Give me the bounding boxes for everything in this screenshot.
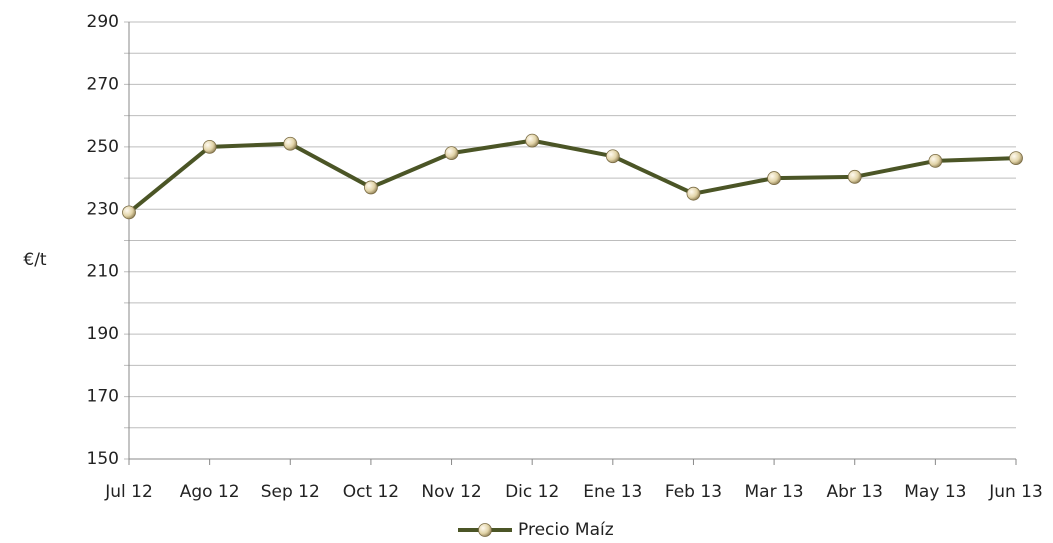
y-tick-label: 230	[87, 199, 119, 219]
point	[767, 171, 781, 185]
y-tick-label: 250	[87, 137, 119, 157]
y-tick-label: 150	[87, 449, 119, 469]
point	[283, 136, 298, 151]
legend-label: Precio Maíz	[518, 520, 614, 540]
x-tick-label: Feb 13	[665, 482, 722, 502]
point	[444, 146, 459, 161]
y-axis-label: €/t	[23, 250, 47, 270]
x-tick-label: Jul 12	[104, 482, 153, 502]
y-tick-label: 290	[87, 12, 119, 32]
point	[1009, 151, 1023, 165]
y-tick-label: 210	[87, 262, 119, 282]
x-tick-label: Mar 13	[745, 482, 804, 502]
x-tick-label: Sep 12	[261, 482, 320, 502]
x-tick-label: Oct 12	[343, 482, 399, 502]
point	[686, 186, 701, 201]
x-tick-label: Abr 13	[827, 482, 883, 502]
point	[202, 139, 217, 154]
x-tick-label: May 13	[904, 482, 966, 502]
x-tick-label: Nov 12	[421, 482, 481, 502]
point	[928, 154, 943, 168]
point	[122, 205, 136, 220]
x-tick-label: Ago 12	[180, 482, 240, 502]
x-tick-label: Ene 13	[583, 482, 642, 502]
y-tick-label: 270	[87, 74, 119, 94]
point	[605, 149, 620, 164]
x-tick-label: Dic 12	[505, 482, 559, 502]
series-line	[127, 138, 1017, 214]
legend-marker	[478, 523, 492, 537]
point	[525, 133, 540, 148]
point	[364, 180, 378, 195]
y-tick-label: 190	[87, 324, 119, 344]
y-tick-label: 170	[87, 387, 119, 407]
point	[847, 169, 862, 184]
x-tick-label: Jun 13	[988, 482, 1043, 502]
